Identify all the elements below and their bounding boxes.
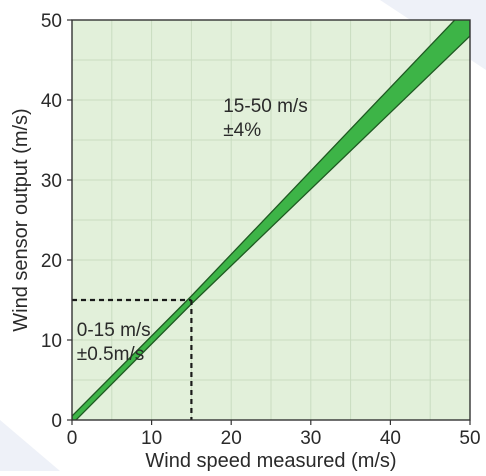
annotation-text: ±0.5m/s xyxy=(77,344,144,365)
tolerance-band xyxy=(72,20,470,420)
x-tick-label: 0 xyxy=(67,428,78,449)
decorative-shape-bottom xyxy=(0,420,60,471)
y-tick-label: 0 xyxy=(51,411,62,432)
x-tick-label: 40 xyxy=(380,428,401,449)
axis-ticks: 0 10 20 30 40 50 0 10 20 30 40 50 xyxy=(41,11,481,449)
y-tick-label: 40 xyxy=(41,91,62,112)
x-axis-label: Wind speed measured (m/s) xyxy=(145,450,396,471)
y-axis-label: Wind sensor output (m/s) xyxy=(10,108,32,331)
reference-lines xyxy=(72,298,193,420)
annotation-text: ±4% xyxy=(223,120,261,141)
y-tick-label: 30 xyxy=(41,171,62,192)
x-tick-label: 10 xyxy=(141,428,162,449)
x-tick-label: 30 xyxy=(300,428,321,449)
x-tick-label: 50 xyxy=(459,428,480,449)
y-tick-label: 10 xyxy=(41,331,62,352)
x-tick-label: 20 xyxy=(221,428,242,449)
annotation-text: 15-50 m/s xyxy=(223,96,307,117)
plot-frame xyxy=(71,19,471,421)
y-tick-label: 50 xyxy=(41,11,62,32)
tolerance-band-area xyxy=(72,20,470,420)
y-tick-label: 20 xyxy=(41,251,62,272)
annotations: 15-50 m/s ±4% 0-15 m/s ±0.5m/s xyxy=(77,96,308,365)
annotation-text: 0-15 m/s xyxy=(77,320,151,341)
